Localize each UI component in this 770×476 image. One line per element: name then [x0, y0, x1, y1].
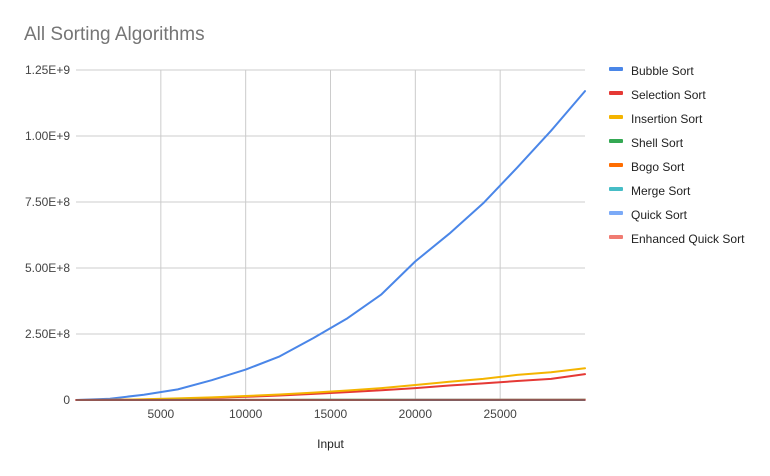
legend-swatch [609, 67, 623, 71]
legend-label: Merge Sort [631, 184, 691, 198]
y-tick-label: 5.00E+8 [25, 261, 70, 275]
legend-layer: Bubble Sort Selection Sort Insertion Sort S… [609, 64, 745, 246]
legend-label: Bubble Sort [631, 64, 694, 78]
series-line-bubble-sort [75, 90, 586, 401]
legend-label: Selection Sort [631, 88, 706, 102]
legend-label: Shell Sort [631, 136, 684, 150]
x-tick-label: 15000 [314, 407, 348, 421]
chart-title: All Sorting Algorithms [24, 24, 205, 45]
x-tick-label: 10000 [229, 407, 263, 421]
legend-swatch [609, 187, 623, 191]
y-tick-label: 2.50E+8 [25, 327, 70, 341]
grid-layer [76, 69, 585, 400]
legend-label: Quick Sort [631, 208, 688, 222]
legend-label: Enhanced Quick Sort [631, 232, 745, 246]
y-tick-label: 1.00E+9 [25, 129, 70, 143]
x-tick-label: 5000 [147, 407, 174, 421]
legend-swatch [609, 115, 623, 119]
x-tick-label: 20000 [399, 407, 433, 421]
legend-swatch [609, 139, 623, 143]
legend-label: Insertion Sort [631, 112, 703, 126]
legend-swatch [609, 91, 623, 95]
legend-swatch [609, 163, 623, 167]
legend-label: Bogo Sort [631, 160, 685, 174]
axis-layer: 0 2.50E+8 5.00E+8 7.50E+8 1.00E+9 1.25E+9 5000… [25, 63, 585, 451]
series-line-insertion-sort [75, 367, 586, 401]
legend-swatch [609, 235, 623, 239]
y-tick-label: 1.25E+9 [25, 63, 70, 77]
x-axis-title: Input [317, 437, 344, 451]
y-tick-label: 0 [63, 393, 70, 407]
legend-swatch [609, 211, 623, 215]
x-tick-label: 25000 [483, 407, 517, 421]
y-tick-label: 7.50E+8 [25, 195, 70, 209]
